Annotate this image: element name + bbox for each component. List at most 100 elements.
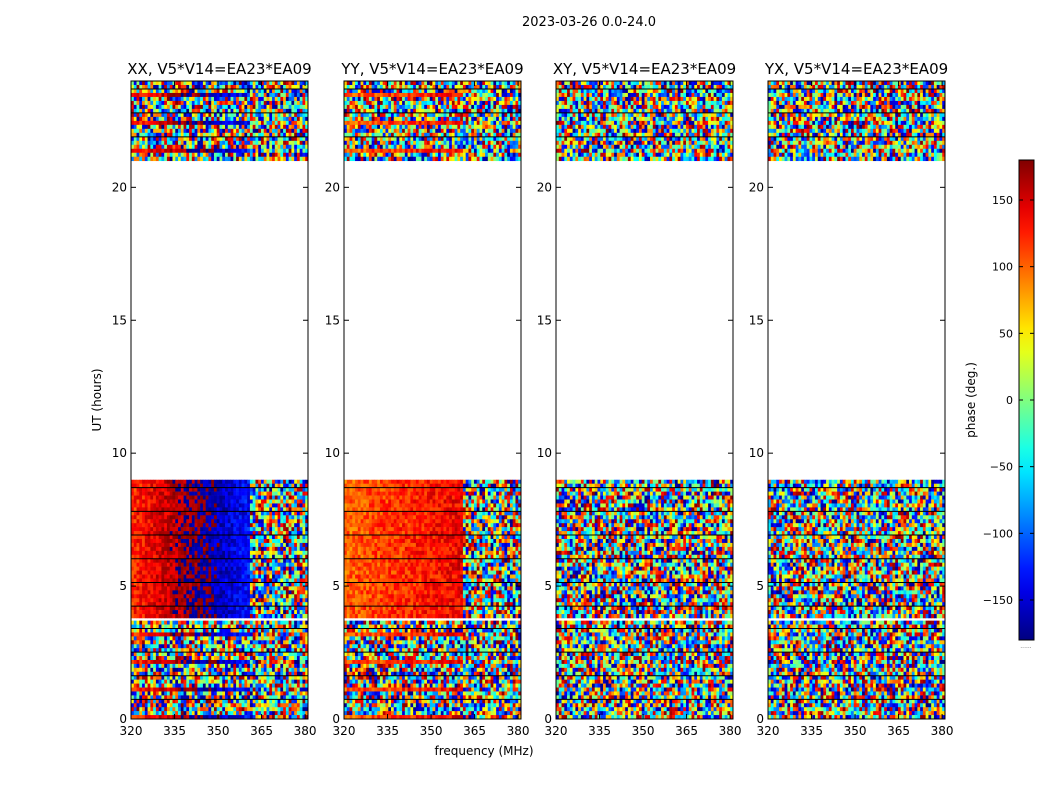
heatmap-cell [236,707,240,712]
heatmap-cell [258,715,262,720]
heatmap-cell [244,100,248,106]
heatmap-cell [189,483,193,488]
heatmap-cell [216,606,220,611]
heatmap-cell [131,624,135,629]
heatmap-cell [305,687,309,692]
heatmap-cell [241,116,245,122]
heatmap-cell [194,566,198,571]
heatmap-cell [161,538,165,544]
heatmap-cell [233,652,237,657]
heatmap-cell [249,691,253,696]
heatmap-cell [249,695,253,700]
heatmap-cell [225,104,229,110]
heatmap-cell [305,562,309,567]
heatmap-cell [194,487,198,492]
heatmap-cell [208,578,212,583]
heatmap-cell [153,531,157,536]
heatmap-cell [147,495,151,500]
heatmap-cell [139,491,143,496]
heatmap-cell [183,610,187,615]
heatmap-cell [208,483,212,488]
heatmap-cell [272,715,276,720]
heatmap-cell [183,519,187,524]
heatmap-cell [274,590,278,595]
heatmap-cell [191,628,195,633]
heatmap-cell [183,687,187,692]
heatmap-cell [272,683,276,688]
heatmap-cell [144,652,148,657]
heatmap-cell [208,535,212,540]
heatmap-cell [139,679,143,684]
heatmap-cell [288,483,292,488]
heatmap-cell [178,691,182,696]
heatmap-cell [139,590,143,595]
heatmap-cell [158,699,162,704]
heatmap-cell [252,120,256,126]
heatmap-cell [247,667,251,673]
heatmap-cell [296,562,301,567]
heatmap-cell [164,81,168,86]
heatmap-cell [191,671,195,677]
heatmap-cell [296,691,301,696]
heatmap-cell [183,695,187,700]
heatmap-cell [285,128,289,134]
heatmap-cell [213,644,218,649]
heatmap-cell [274,132,278,138]
heatmap-cell [158,81,162,86]
heatmap-cell [244,703,248,708]
heatmap-cell [216,491,220,496]
heatmap-cell [161,711,165,716]
heatmap-cell [294,558,298,563]
heatmap-cell [155,499,159,504]
heatmap-cell [202,715,206,720]
heatmap-cell [288,531,292,536]
heatmap-cell [211,128,215,134]
heatmap-cell [189,636,193,641]
heatmap-cell [164,140,168,146]
heatmap-cell [285,610,289,615]
heatmap-cell [202,499,206,504]
heatmap-cell [260,120,265,126]
heatmap-cell [288,84,292,90]
heatmap-cell [299,511,303,516]
heatmap-cell [244,644,248,649]
heatmap-cell [285,511,289,516]
heatmap-cell [285,84,289,90]
heatmap-cell [150,699,154,704]
heatmap-cell [296,546,301,552]
heatmap-cell [291,81,295,86]
heatmap-cell [272,602,276,607]
heatmap-cell [294,132,298,138]
heatmap-cell [260,663,265,669]
heatmap-cell [166,128,171,134]
heatmap-cell [178,620,182,625]
heatmap-cell [258,479,262,484]
heatmap-cell [189,679,193,684]
heatmap-cell [225,136,229,142]
heatmap-cell [219,542,223,548]
heatmap-cell [305,675,309,680]
heatmap-cell [155,659,159,665]
heatmap-cell [208,554,212,560]
heatmap-cell [219,112,223,118]
heatmap-cell [180,691,184,696]
heatmap-cell [136,124,140,130]
heatmap-cell [277,663,281,669]
heatmap-cell [252,671,256,677]
heatmap-cell [197,699,201,704]
heatmap-cell [247,136,251,142]
heatmap-cell [161,546,165,552]
heatmap-cell [144,602,148,607]
heatmap-cell [164,598,168,603]
heatmap-cell [216,711,220,716]
heatmap-cell [202,124,206,130]
heatmap-cell [186,667,190,673]
heatmap-cell [283,523,287,528]
heatmap-cell [205,479,209,484]
heatmap-cell [213,128,218,134]
heatmap-cell [197,124,201,130]
heatmap-cell [294,499,298,504]
heatmap-cell [208,546,212,552]
heatmap-cell [233,562,237,567]
heatmap-cell [175,535,179,540]
